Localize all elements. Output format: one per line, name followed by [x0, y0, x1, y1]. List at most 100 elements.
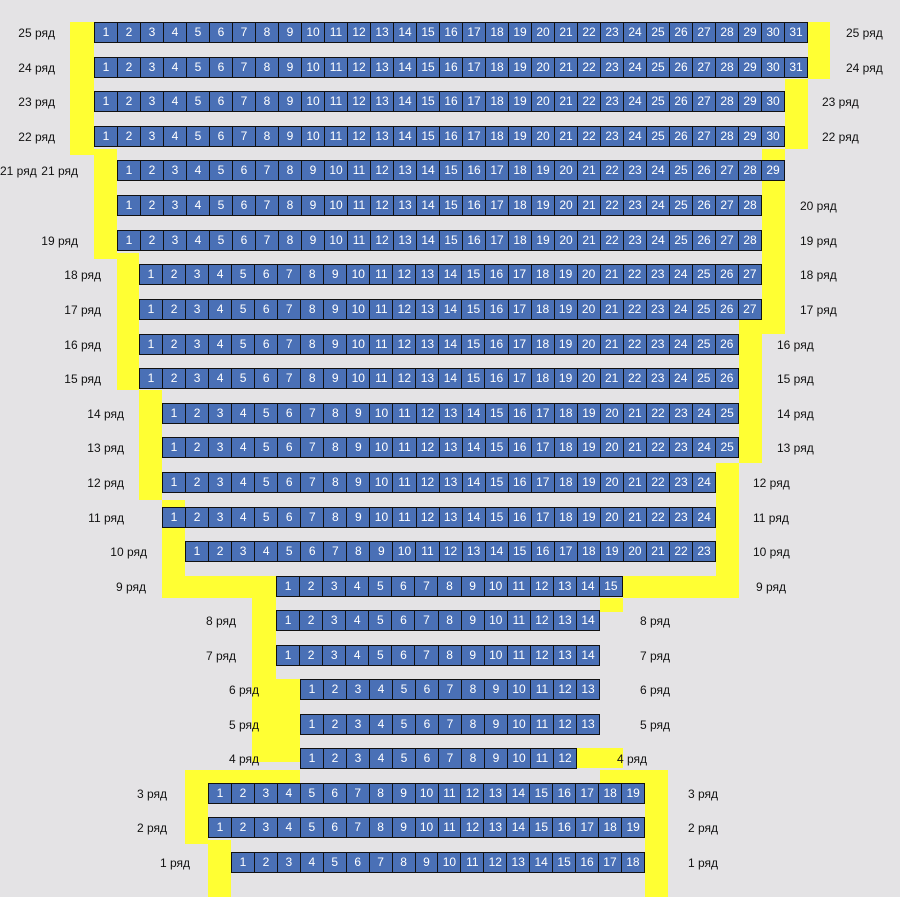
- seat[interactable]: 6: [277, 437, 302, 458]
- seat[interactable]: 21: [577, 160, 601, 181]
- seat[interactable]: 14: [461, 437, 486, 458]
- seat[interactable]: 3: [163, 160, 187, 181]
- seat[interactable]: 25: [646, 57, 670, 78]
- seat[interactable]: 6: [254, 368, 279, 389]
- seat[interactable]: 22: [622, 264, 647, 285]
- seat[interactable]: 27: [692, 91, 716, 112]
- seat[interactable]: 28: [738, 195, 762, 216]
- seat[interactable]: 5: [231, 334, 256, 355]
- seat[interactable]: 3: [253, 783, 278, 804]
- seat[interactable]: 6: [415, 714, 439, 735]
- seat[interactable]: 23: [669, 472, 694, 493]
- seat[interactable]: 1: [117, 160, 141, 181]
- seat[interactable]: 15: [484, 403, 509, 424]
- seat[interactable]: 9: [278, 91, 302, 112]
- seat[interactable]: 3: [163, 195, 187, 216]
- seat[interactable]: 6: [232, 160, 256, 181]
- seat[interactable]: 15: [461, 334, 486, 355]
- seat[interactable]: 16: [552, 783, 577, 804]
- seat[interactable]: 1: [139, 334, 164, 355]
- seat[interactable]: 6: [415, 748, 439, 769]
- seat[interactable]: 13: [461, 541, 486, 562]
- seat[interactable]: 7: [368, 852, 393, 873]
- seat[interactable]: 14: [438, 368, 463, 389]
- seat[interactable]: 8: [278, 195, 302, 216]
- seat[interactable]: 13: [415, 368, 440, 389]
- seat[interactable]: 18: [530, 334, 555, 355]
- seat[interactable]: 2: [185, 403, 210, 424]
- seat[interactable]: 4: [276, 783, 301, 804]
- seat[interactable]: 4: [231, 403, 256, 424]
- seat[interactable]: 7: [414, 576, 439, 597]
- seat[interactable]: 23: [623, 160, 647, 181]
- seat[interactable]: 18: [553, 437, 578, 458]
- seat[interactable]: 19: [508, 126, 532, 147]
- seat[interactable]: 12: [460, 817, 485, 838]
- seat[interactable]: 15: [484, 472, 509, 493]
- seat[interactable]: 5: [209, 160, 233, 181]
- seat[interactable]: 19: [508, 57, 532, 78]
- seat[interactable]: 10: [346, 264, 371, 285]
- seat[interactable]: 19: [531, 230, 555, 251]
- seat[interactable]: 5: [254, 403, 279, 424]
- seat[interactable]: 16: [484, 334, 509, 355]
- seat[interactable]: 6: [415, 679, 439, 700]
- seat[interactable]: 25: [669, 230, 693, 251]
- seat[interactable]: 7: [232, 57, 256, 78]
- seat[interactable]: 17: [462, 57, 486, 78]
- seat[interactable]: 19: [531, 195, 555, 216]
- seat[interactable]: 8: [300, 264, 325, 285]
- seat[interactable]: 20: [599, 472, 624, 493]
- seat[interactable]: 5: [254, 507, 279, 528]
- seat[interactable]: 11: [347, 160, 371, 181]
- seat[interactable]: 1: [94, 126, 118, 147]
- seat[interactable]: 6: [322, 817, 347, 838]
- seat[interactable]: 2: [323, 748, 347, 769]
- seat[interactable]: 12: [392, 368, 417, 389]
- seat[interactable]: 3: [322, 610, 347, 631]
- seat[interactable]: 10: [369, 437, 394, 458]
- seat[interactable]: 22: [600, 195, 624, 216]
- seat[interactable]: 19: [508, 22, 532, 43]
- seat[interactable]: 26: [714, 264, 739, 285]
- seat[interactable]: 8: [323, 507, 348, 528]
- seat[interactable]: 23: [600, 22, 624, 43]
- seat[interactable]: 25: [715, 403, 740, 424]
- seat[interactable]: 18: [576, 541, 601, 562]
- seat[interactable]: 11: [460, 852, 485, 873]
- seat[interactable]: 18: [485, 126, 509, 147]
- seat[interactable]: 6: [209, 126, 233, 147]
- seat[interactable]: 17: [507, 299, 532, 320]
- seat[interactable]: 24: [692, 472, 717, 493]
- seat[interactable]: 18: [530, 264, 555, 285]
- seat[interactable]: 11: [324, 126, 348, 147]
- seat[interactable]: 16: [462, 230, 486, 251]
- seat[interactable]: 14: [393, 91, 417, 112]
- seat[interactable]: 6: [254, 334, 279, 355]
- seat[interactable]: 10: [301, 57, 325, 78]
- seat[interactable]: 14: [416, 195, 440, 216]
- seat[interactable]: 13: [483, 817, 508, 838]
- seat[interactable]: 28: [738, 160, 762, 181]
- seat[interactable]: 23: [669, 437, 694, 458]
- seat[interactable]: 12: [438, 541, 463, 562]
- seat[interactable]: 7: [345, 783, 370, 804]
- seat[interactable]: 14: [393, 22, 417, 43]
- seat[interactable]: 8: [323, 437, 348, 458]
- seat[interactable]: 7: [255, 160, 279, 181]
- seat[interactable]: 14: [576, 610, 601, 631]
- seat[interactable]: 11: [369, 264, 394, 285]
- seat[interactable]: 25: [691, 264, 716, 285]
- seat[interactable]: 23: [692, 541, 717, 562]
- seat[interactable]: 16: [484, 299, 509, 320]
- seat[interactable]: 2: [230, 817, 255, 838]
- seat[interactable]: 16: [507, 437, 532, 458]
- seat[interactable]: 6: [322, 783, 347, 804]
- seat[interactable]: 9: [460, 576, 485, 597]
- seat[interactable]: 24: [668, 334, 693, 355]
- seat[interactable]: 6: [254, 299, 279, 320]
- seat[interactable]: 28: [738, 230, 762, 251]
- seat[interactable]: 13: [552, 610, 578, 631]
- seat[interactable]: 11: [347, 230, 371, 251]
- seat[interactable]: 4: [208, 264, 233, 285]
